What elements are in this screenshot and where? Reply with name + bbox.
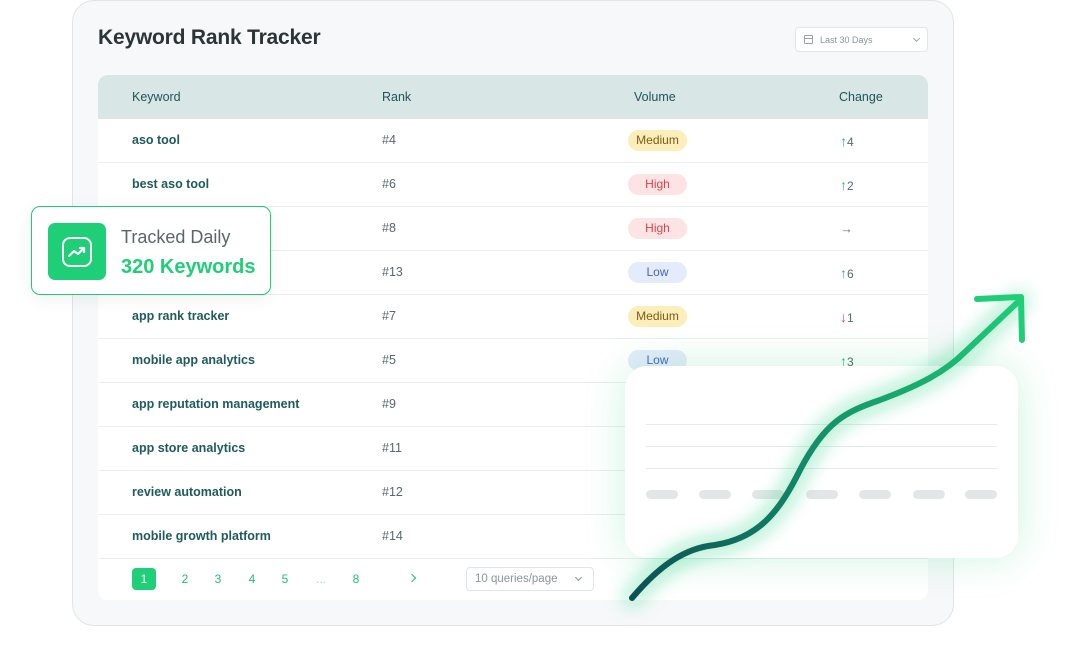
table-header: Keyword Rank Volume Change: [98, 75, 928, 119]
keyword-cell[interactable]: aso tool: [132, 133, 180, 147]
grid-line: [646, 446, 997, 447]
change-cell: →: [840, 221, 853, 236]
column-header-change[interactable]: Change: [839, 90, 883, 104]
page-ellipsis: ...: [315, 572, 326, 586]
table-row[interactable]: mobile growth platform #14: [98, 515, 928, 559]
keyword-cell[interactable]: app reputation management: [132, 397, 300, 411]
volume-badge: Medium: [628, 130, 687, 151]
page-1-button[interactable]: 1: [132, 568, 156, 590]
chevron-down-icon: [912, 34, 921, 42]
change-cell: ↓1: [840, 309, 854, 325]
table-row[interactable]: app store analytics #11: [98, 427, 928, 471]
page-5-button[interactable]: 5: [281, 572, 289, 586]
change-value: 4: [847, 135, 854, 149]
tracked-daily-badge: Tracked Daily 320 Keywords: [31, 206, 271, 295]
keyword-cell[interactable]: review automation: [132, 485, 242, 499]
column-header-volume[interactable]: Volume: [634, 90, 676, 104]
table-row[interactable]: aso tool #4 Medium ↑4: [98, 119, 928, 163]
keyword-table: Keyword Rank Volume Change aso tool #4 Med…: [98, 75, 928, 600]
column-header-keyword[interactable]: Keyword: [132, 90, 181, 104]
volume-badge: High: [628, 218, 687, 239]
arrow-down-icon: ↓: [840, 309, 847, 325]
volume-badge: High: [628, 174, 687, 195]
pagination: 1 2 3 4 5 ... 8 10 queries/page: [98, 559, 928, 599]
chevron-right-icon[interactable]: [407, 573, 417, 583]
page-4-button[interactable]: 4: [248, 572, 256, 586]
page-3-button[interactable]: 3: [214, 572, 222, 586]
volume-badge: Medium: [628, 306, 687, 327]
change-value: 6: [847, 267, 854, 281]
chevron-down-icon: [574, 573, 583, 582]
page-8-button[interactable]: 8: [352, 572, 360, 586]
page-2-button[interactable]: 2: [181, 572, 189, 586]
change-value: 2: [847, 179, 854, 193]
grid-line: [646, 468, 997, 469]
change-cell: ↑6: [840, 265, 854, 281]
axis-placeholder: [859, 490, 891, 499]
change-cell: ↑4: [840, 133, 854, 149]
badge-value: 320 Keywords: [121, 256, 256, 278]
keyword-cell[interactable]: app store analytics: [132, 441, 246, 455]
rank-cell: #11: [382, 441, 402, 455]
arrow-right-icon: →: [840, 221, 853, 236]
arrow-up-icon: ↑: [840, 265, 847, 281]
arrow-up-icon: ↑: [840, 177, 847, 193]
axis-placeholder: [806, 490, 838, 499]
axis-placeholder: [913, 490, 945, 499]
calendar-icon: [804, 35, 813, 44]
axis-placeholder: [646, 490, 678, 499]
table-row[interactable]: review automation #12: [98, 471, 928, 515]
per-page-select[interactable]: 10 queries/page: [466, 567, 594, 591]
rank-cell: #7: [382, 309, 396, 323]
table-row[interactable]: app rank tracker #7 Medium ↓1: [98, 295, 928, 339]
page-title: Keyword Rank Tracker: [98, 26, 321, 49]
arrow-up-icon: ↑: [840, 133, 847, 149]
table-row[interactable]: #13 Low ↑6: [98, 251, 928, 295]
rank-cell: #13: [382, 265, 403, 279]
column-header-rank[interactable]: Rank: [382, 90, 412, 104]
keyword-cell[interactable]: best aso tool: [132, 177, 210, 191]
grid-line: [646, 424, 997, 425]
axis-placeholder: [965, 490, 997, 499]
rank-cell: #5: [382, 353, 396, 367]
rank-cell: #6: [382, 177, 396, 191]
rank-cell: #4: [382, 133, 396, 147]
keyword-cell[interactable]: app rank tracker: [132, 309, 230, 323]
change-cell: ↑2: [840, 177, 854, 193]
keyword-cell[interactable]: mobile growth platform: [132, 529, 271, 543]
table-row[interactable]: best aso tool #6 High ↑2: [98, 163, 928, 207]
mini-chart-card: [625, 366, 1018, 558]
volume-badge: Low: [628, 262, 687, 283]
axis-placeholder: [699, 490, 731, 499]
change-value: 1: [847, 311, 854, 325]
per-page-label: 10 queries/page: [475, 573, 558, 585]
table-row[interactable]: app reputation management #9: [98, 383, 928, 427]
axis-placeholder: [752, 490, 784, 499]
keyword-cell[interactable]: mobile app analytics: [132, 353, 255, 367]
rank-cell: #9: [382, 397, 396, 411]
date-range-label: Last 30 Days: [820, 34, 873, 45]
badge-label: Tracked Daily: [121, 227, 231, 247]
rank-cell: #14: [382, 529, 403, 543]
rank-cell: #8: [382, 221, 396, 235]
date-range-select[interactable]: Last 30 Days: [795, 27, 928, 52]
table-row[interactable]: #8 High →: [98, 207, 928, 251]
trend-chart-icon: [48, 223, 106, 280]
rank-cell: #12: [382, 485, 403, 499]
